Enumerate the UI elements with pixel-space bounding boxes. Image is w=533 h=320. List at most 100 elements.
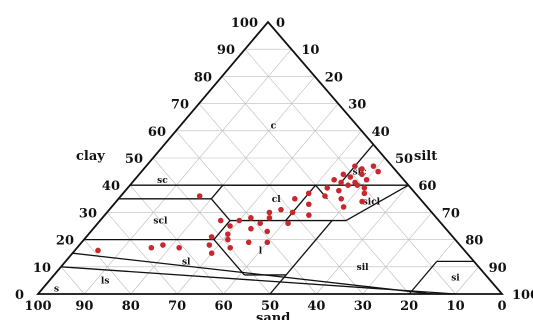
region-label-sl: sl: [182, 257, 191, 267]
silt-tick-label: 100: [512, 288, 533, 303]
sample-point: [285, 220, 291, 227]
region-label-cl: cl: [272, 195, 281, 205]
texture-class-boundaries: [60, 143, 474, 295]
clay-tick-label: 100: [231, 16, 258, 31]
sample-point: [370, 163, 377, 169]
silt-tick-label: 80: [465, 234, 483, 249]
sand-tick-label: 80: [122, 299, 140, 314]
class-boundary: [213, 239, 245, 276]
grid-line-sand: [198, 103, 364, 295]
sample-point: [225, 231, 231, 237]
grid-line-silt: [455, 266, 479, 295]
clay-tick-label: 30: [79, 206, 97, 221]
sand-tick-label: 100: [24, 299, 51, 314]
sand-tick-label: 10: [447, 299, 465, 314]
silt-axis-title: silt: [414, 149, 437, 164]
sample-point: [340, 171, 347, 178]
sample-point: [206, 242, 213, 248]
sample-point: [324, 185, 331, 191]
sample-point: [347, 174, 354, 180]
sample-point: [227, 223, 233, 229]
clay-tick-label: 60: [148, 125, 166, 140]
class-boundary: [210, 184, 224, 200]
grid-line-silt: [362, 212, 433, 295]
grid-lines: [60, 48, 479, 295]
sample-point: [322, 193, 328, 199]
sample-point: [266, 215, 273, 221]
silt-tick-label: 60: [418, 179, 436, 194]
silt-tick-label: 90: [489, 261, 507, 276]
sample-point: [340, 204, 347, 210]
sample-point: [148, 244, 155, 251]
grid-line-sand: [106, 212, 178, 295]
sample-point: [354, 182, 361, 188]
class-boundary: [285, 184, 317, 221]
sample-point: [292, 196, 298, 202]
sand-tick-label: 20: [400, 299, 418, 314]
sample-point: [336, 187, 342, 194]
sample-point: [217, 217, 224, 224]
sample-point: [338, 179, 344, 186]
sample-point: [257, 220, 264, 227]
clay-tick-label: 90: [217, 43, 235, 58]
sand-tick-label: 30: [354, 299, 372, 314]
sample-point: [305, 201, 312, 208]
grid-line-sand: [83, 239, 132, 295]
sample-point: [160, 242, 166, 248]
sample-point: [264, 228, 271, 235]
silt-tick-label: 10: [301, 43, 319, 58]
sample-point: [359, 198, 365, 205]
sample-point: [245, 239, 252, 246]
sample-point: [248, 225, 254, 232]
sample-point: [196, 193, 203, 199]
region-label-scl: scl: [153, 217, 168, 227]
sand-tick-label: 70: [168, 299, 186, 314]
region-label-c: c: [271, 121, 277, 131]
class-boundary: [72, 252, 433, 295]
sample-point: [306, 212, 312, 218]
region-label-si: si: [451, 274, 460, 284]
sample-point: [95, 247, 101, 254]
sand-tick-label: 0: [497, 299, 506, 314]
region-label-sicl: sicl: [363, 198, 381, 208]
sample-point: [248, 215, 254, 221]
sand-axis-title: sand: [256, 311, 290, 320]
sand-tick-label: 60: [215, 299, 233, 314]
class-boundary: [213, 220, 231, 241]
region-label-sc: sc: [157, 176, 168, 186]
sample-point: [305, 190, 312, 197]
sand-tick-label: 50: [261, 299, 279, 314]
grid-line-silt: [316, 185, 409, 295]
sample-point: [236, 217, 243, 224]
silt-tick-label: 70: [442, 206, 460, 221]
sample-point: [345, 182, 351, 188]
sample-points: [95, 163, 381, 256]
class-boundary: [285, 220, 333, 276]
sand-tick-label: 90: [75, 299, 93, 314]
grid-line-silt: [84, 49, 292, 295]
clay-tick-label: 0: [15, 288, 24, 303]
grid-line-silt: [176, 103, 339, 295]
sample-point: [208, 234, 215, 240]
silt-tick-label: 50: [395, 152, 413, 167]
class-boundary: [210, 198, 231, 221]
sample-point: [176, 244, 182, 251]
sand-tick-label: 40: [307, 299, 325, 314]
class-boundary: [408, 260, 438, 295]
clay-tick-label: 70: [171, 98, 189, 113]
triangle-outline: [36, 20, 504, 295]
class-boundary: [345, 184, 409, 222]
class-boundary: [269, 274, 287, 295]
sample-point: [352, 163, 358, 169]
sample-point: [359, 166, 365, 172]
triangle-border: [36, 20, 504, 295]
clay-tick-label: 20: [56, 234, 74, 249]
sample-point: [289, 209, 296, 216]
sample-point: [375, 168, 381, 175]
silt-tick-label: 40: [372, 125, 390, 140]
sample-point: [361, 185, 368, 191]
sample-point: [361, 190, 368, 197]
grid-line-sand: [152, 157, 271, 295]
